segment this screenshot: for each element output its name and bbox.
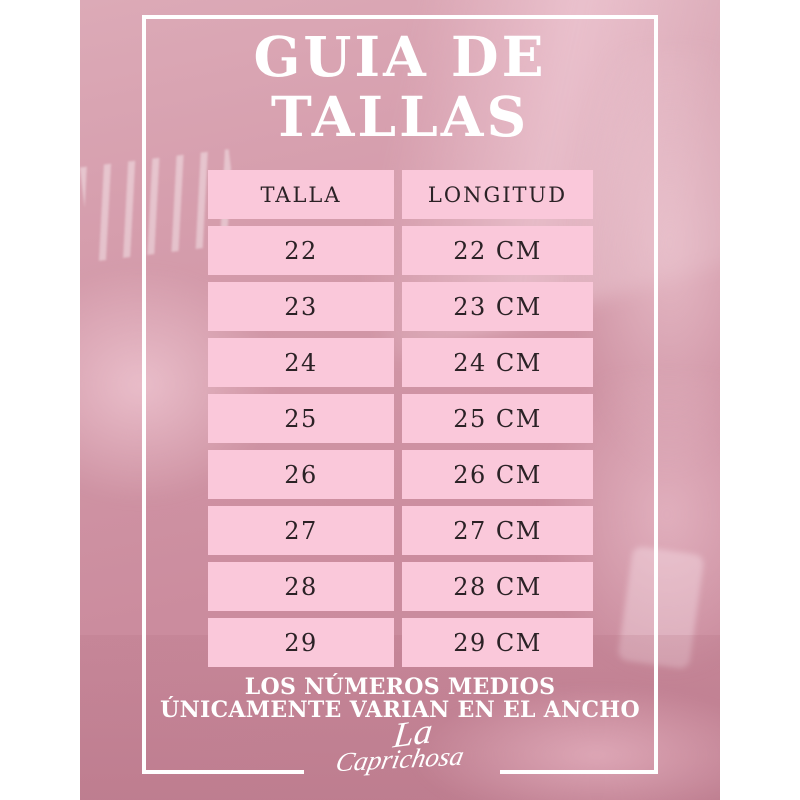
- length-cell: 23 CM: [402, 282, 593, 331]
- page-title: GUIA DE TALLAS: [80, 27, 720, 147]
- title-line-2: TALLAS: [270, 84, 530, 149]
- title-line-1: GUIA DE: [253, 24, 547, 89]
- length-cell: 27 CM: [402, 506, 593, 555]
- table-row: 25 25 CM: [208, 394, 593, 443]
- clear-heel-highlight: [617, 545, 705, 670]
- length-cell: 24 CM: [402, 338, 593, 387]
- table-row: 26 26 CM: [208, 450, 593, 499]
- length-cell: 29 CM: [402, 618, 593, 667]
- table-row: 23 23 CM: [208, 282, 593, 331]
- size-cell: 24: [208, 338, 394, 387]
- header-cell-longitud: LONGITUD: [402, 170, 593, 219]
- length-cell: 22 CM: [402, 226, 593, 275]
- size-cell: 25: [208, 394, 394, 443]
- frame-top-edge: [142, 15, 658, 19]
- size-cell: 29: [208, 618, 394, 667]
- length-cell: 28 CM: [402, 562, 593, 611]
- table-row: 28 28 CM: [208, 562, 593, 611]
- length-cell: 26 CM: [402, 450, 593, 499]
- size-cell: 26: [208, 450, 394, 499]
- table-row: 27 27 CM: [208, 506, 593, 555]
- table-row: 24 24 CM: [208, 338, 593, 387]
- size-cell: 28: [208, 562, 394, 611]
- length-cell: 25 CM: [402, 394, 593, 443]
- size-cell: 22: [208, 226, 394, 275]
- table-row: 22 22 CM: [208, 226, 593, 275]
- size-table: TALLA LONGITUD 22 22 CM 23 23 CM 24 24 C…: [208, 170, 593, 667]
- brand-signature: La Caprichosa: [80, 711, 720, 778]
- table-row: 29 29 CM: [208, 618, 593, 667]
- header-cell-talla: TALLA: [208, 170, 394, 219]
- size-cell: 23: [208, 282, 394, 331]
- size-guide-poster: GUIA DE TALLAS TALLA LONGITUD 22 22 CM 2…: [80, 0, 720, 800]
- frame-bottom-left-edge: [142, 770, 304, 774]
- size-cell: 27: [208, 506, 394, 555]
- table-header-row: TALLA LONGITUD: [208, 170, 593, 219]
